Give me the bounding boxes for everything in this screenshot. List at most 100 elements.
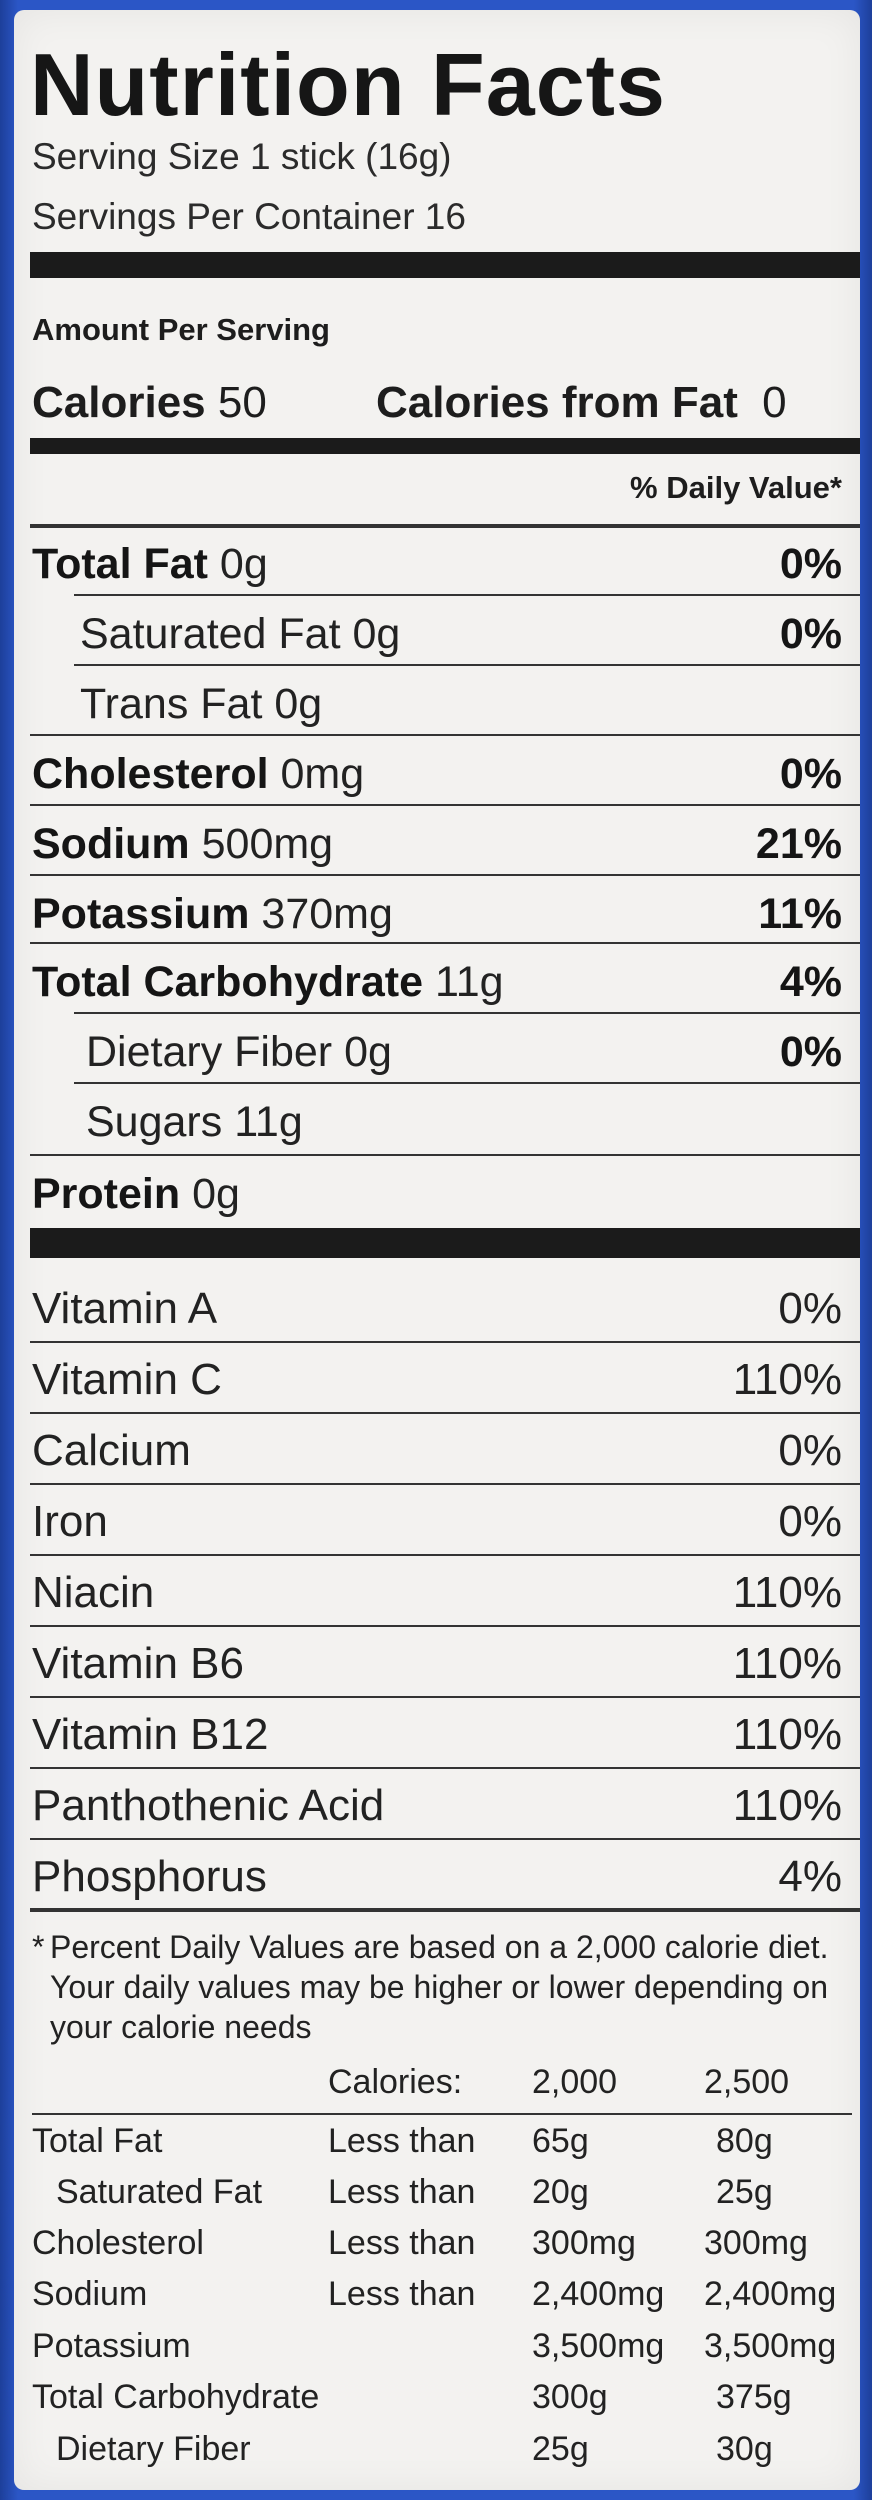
nutrient-name: Sodium 500mg: [32, 820, 333, 869]
nutrient-amount: 11g: [423, 958, 504, 1006]
vitamin-daily-value: 0%: [778, 1497, 842, 1546]
nutrient-row: Potassium 370mg 11%: [14, 880, 860, 950]
vitamin-daily-value: 110%: [732, 1355, 842, 1404]
nutrient-daily-value: 21%: [755, 820, 842, 868]
calories-from-fat-line: Calories from Fat 0: [376, 378, 787, 428]
nutrient-row: Protein 0g: [14, 1160, 860, 1230]
calories-from-fat-value: 0: [762, 378, 787, 427]
vitamin-daily-value: 0%: [778, 1284, 842, 1333]
vitamin-row: Iron 0%: [14, 1485, 860, 1556]
nutrient-divider: [30, 804, 860, 806]
nutrient-name: Total Fat 0g: [32, 540, 268, 589]
nutrient-daily-value: 0%: [779, 610, 842, 658]
vitamin-daily-value: 4%: [778, 1852, 842, 1901]
nutrient-label: Sodium: [32, 820, 190, 868]
reference-value-2000: 300g: [532, 2378, 608, 2416]
nutrient-daily-value: 0%: [779, 750, 842, 798]
nutrient-amount: 0g: [262, 680, 323, 728]
reference-value-2000: 2,400mg: [532, 2275, 665, 2313]
vitamin-divider: [30, 1483, 860, 1485]
nutrient-row: Total Fat 0g 0%: [14, 530, 860, 600]
nutrient-amount: 11g: [222, 1098, 303, 1146]
nutrient-row: Sugars 11g: [14, 1088, 860, 1158]
nutrient-row: Dietary Fiber 0g 0%: [14, 1018, 860, 1088]
nutrient-name: Cholesterol 0mg: [32, 750, 364, 799]
nutrient-name: Trans Fat 0g: [80, 680, 322, 729]
reference-divider: [32, 2113, 852, 2115]
vitamin-divider: [30, 1341, 860, 1343]
reference-qualifier: Less than: [328, 2122, 476, 2160]
vitamin-name: Iron: [32, 1497, 108, 1546]
vitamin-daily-value: 110%: [732, 1639, 842, 1688]
nutrient-label: Cholesterol: [32, 750, 269, 798]
nutrient-daily-value: 11%: [758, 890, 842, 938]
reference-nutrient: Cholesterol: [32, 2224, 204, 2262]
vitamin-divider: [30, 1696, 860, 1698]
vitamin-daily-value: 110%: [732, 1781, 842, 1830]
vitamin-row: Phosphorus 4%: [14, 1840, 860, 1911]
vitamin-name: Phosphorus: [32, 1852, 267, 1901]
daily-value-header: % Daily Value*: [630, 470, 842, 505]
nutrient-name: Protein 0g: [32, 1170, 240, 1219]
reference-value-2500: 25g: [716, 2173, 773, 2211]
nutrient-row: Sodium 500mg 21%: [14, 810, 860, 880]
nutrient-amount: 0g: [332, 1028, 392, 1076]
serving-size: Serving Size 1 stick (16g): [32, 136, 452, 177]
nutrient-divider: [74, 594, 860, 596]
reference-value-2000: 3,500mg: [532, 2327, 665, 2365]
nutrient-label: Trans Fat: [80, 680, 263, 728]
nutrient-label: Potassium: [32, 890, 250, 938]
nutrient-divider: [30, 942, 860, 944]
vitamin-divider: [30, 1838, 860, 1840]
reference-qualifier: Less than: [328, 2173, 476, 2211]
vitamin-divider: [30, 1625, 860, 1627]
reference-value-2500: 3,500mg: [704, 2327, 837, 2365]
vitamin-row: Niacin 110%: [14, 1556, 860, 1627]
vitamin-divider: [30, 1554, 860, 1556]
nutrient-daily-value: 0%: [779, 540, 842, 588]
nutrient-daily-value: 4%: [779, 958, 842, 1006]
nutrient-divider: [30, 874, 860, 876]
vitamin-row: Calcium 0%: [14, 1414, 860, 1485]
reference-value-2000: 300mg: [532, 2224, 636, 2262]
vitamin-row: Panthothenic Acid 110%: [14, 1769, 860, 1840]
nutrient-row: Total Carbohydrate 11g 4%: [14, 948, 860, 1018]
nutrient-divider: [30, 1154, 860, 1156]
nutrient-label: Sugars: [86, 1098, 223, 1146]
calories-label: Calories: [32, 378, 206, 427]
nutrient-label: Dietary Fiber: [86, 1028, 333, 1076]
nutrient-amount: 500mg: [189, 820, 334, 868]
nutrient-name: Saturated Fat 0g: [80, 610, 400, 659]
nutrient-amount: 0g: [340, 610, 401, 658]
reference-value-2500: 300mg: [704, 2224, 808, 2262]
nutrient-name: Total Carbohydrate 11g: [32, 958, 504, 1007]
reference-header-2500: 2,500: [704, 2063, 790, 2101]
reference-header-2000: 2,000: [532, 2063, 618, 2101]
footnote-star: *: [32, 1929, 45, 1965]
thick-divider-vitamins: [30, 1228, 860, 1258]
vitamin-daily-value: 110%: [732, 1710, 842, 1759]
reference-nutrient: Total Carbohydrate: [32, 2378, 320, 2416]
nutrient-name: Sugars 11g: [86, 1098, 303, 1147]
vitamin-row: Vitamin A 0%: [14, 1272, 860, 1343]
nutrient-amount: 0g: [180, 1170, 240, 1218]
reference-value-2500: 375g: [716, 2378, 792, 2416]
vitamin-row: Vitamin B6 110%: [14, 1627, 860, 1698]
vitamin-name: Vitamin B12: [32, 1710, 269, 1759]
footnote-divider: [30, 1908, 860, 1912]
nutrient-amount: 0g: [207, 540, 268, 588]
reference-value-2500: 80g: [716, 2122, 773, 2160]
reference-qualifier: Less than: [328, 2224, 476, 2262]
vitamin-name: Niacin: [32, 1568, 155, 1617]
nutrient-name: Potassium 370mg: [32, 890, 393, 939]
nutrient-divider: [74, 664, 860, 666]
label-title: Nutrition Facts: [30, 35, 666, 134]
vitamin-name: Calcium: [32, 1426, 191, 1475]
calories-value: 50: [217, 378, 267, 427]
reference-nutrient: Sodium: [32, 2275, 148, 2313]
thick-divider-top: [30, 252, 860, 278]
nutrient-amount: 0mg: [268, 750, 365, 798]
divider-medium: [30, 438, 860, 454]
nutrient-divider: [74, 1082, 860, 1084]
reference-header-label: Calories:: [328, 2063, 463, 2101]
